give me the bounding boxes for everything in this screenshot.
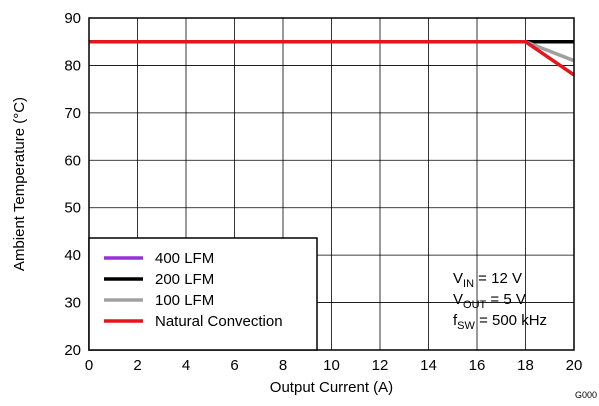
legend: 400 LFM 200 LFM 100 LFM Natural Convection	[88, 237, 318, 351]
x-tick-label: 8	[279, 357, 287, 374]
series-lines	[89, 39, 575, 77]
y-tick-label: 30	[64, 295, 81, 312]
x-tick-label: 2	[133, 357, 141, 374]
x-tick-label: 18	[517, 357, 534, 374]
y-tick-label: 80	[64, 57, 81, 74]
y-tick-label: 50	[64, 200, 81, 217]
x-axis-ticks: 0 2 4 6 8 10 12 14 16 18 20	[85, 357, 583, 374]
x-axis-label: Output Current (A)	[270, 379, 393, 396]
x-tick-label: 6	[230, 357, 238, 374]
legend-items: 400 LFM 200 LFM 100 LFM Natural Convection	[104, 250, 283, 330]
legend-label: 100 LFM	[155, 292, 214, 309]
y-tick-label: 20	[64, 342, 81, 359]
y-tick-label: 70	[64, 105, 81, 122]
x-tick-label: 4	[182, 357, 190, 374]
figure-code: G000	[575, 390, 597, 400]
legend-label: 400 LFM	[155, 250, 214, 267]
x-tick-label: 12	[372, 357, 389, 374]
legend-label: Natural Convection	[155, 313, 283, 330]
legend-label: 200 LFM	[155, 271, 214, 288]
x-tick-label: 20	[566, 357, 583, 374]
y-tick-label: 90	[64, 10, 81, 27]
x-tick-label: 10	[323, 357, 340, 374]
plot-frame	[88, 17, 575, 351]
condition-note: VOUT = 5 V	[453, 291, 526, 311]
series-line-natural-convection	[89, 39, 575, 77]
y-tick-label: 40	[64, 247, 81, 264]
condition-note: fSW = 500 kHz	[453, 312, 547, 332]
condition-note: VIN = 12 V	[453, 270, 522, 290]
y-axis-label: Ambient Temperature (°C)	[11, 97, 28, 271]
y-tick-label: 60	[64, 152, 81, 169]
x-tick-label: 16	[469, 357, 486, 374]
y-axis-ticks: 20 30 40 50 60 70 80 90	[64, 10, 81, 359]
x-tick-label: 14	[420, 357, 437, 374]
x-tick-label: 0	[85, 357, 93, 374]
